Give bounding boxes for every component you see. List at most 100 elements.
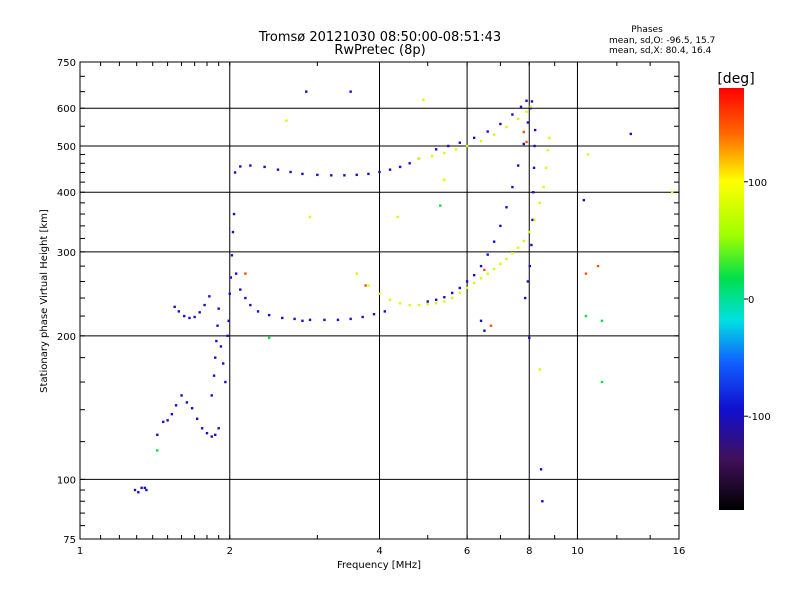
data-point [541,500,544,503]
data-point [210,435,213,438]
data-point [584,272,588,275]
data-point [145,488,148,492]
data-point [422,98,425,101]
data-point [185,401,189,404]
data-point [533,128,537,132]
data-point [472,273,476,277]
data-point [301,172,304,176]
colorbar-label: [deg] [717,71,754,87]
data-point [203,303,206,307]
data-point [212,374,216,377]
y-axis-label: Stationary phase Virtual Height [km] [39,209,50,393]
data-point [229,276,233,279]
x-tick-label: 8 [526,546,532,557]
data-point [492,267,496,271]
data-point [249,303,252,307]
data-point [364,284,367,287]
data-point [219,345,223,348]
data-point [143,486,147,490]
data-point [239,165,242,168]
data-point [276,168,280,171]
data-point [546,148,550,152]
data-point [355,173,358,177]
x-tick-label: 16 [673,546,686,557]
data-point [193,315,196,319]
data-point [308,318,312,322]
data-point [529,105,532,108]
data-point [600,380,604,384]
data-point [523,296,527,300]
data-point [244,296,247,300]
chart-title: Tromsø 20121030 08:50:00-08:51:43 [258,30,501,45]
data-point [210,394,213,397]
data-point [670,191,674,194]
data-point [249,164,252,167]
data-point [285,119,288,122]
data-point [200,427,204,430]
data-point [458,291,461,295]
data-point [372,312,376,316]
data-point [454,148,458,151]
data-point [486,253,489,256]
data-points [133,90,674,503]
data-point [408,303,411,307]
data-point [526,280,530,283]
data-point [629,132,632,136]
data-point [349,90,352,93]
data-point [584,314,588,318]
data-point [256,310,260,313]
data-point [367,284,370,287]
data-point [188,316,191,320]
data-point [492,133,496,136]
data-point [582,198,586,202]
data-point [378,292,381,295]
y-tick-label: 600 [57,104,76,115]
data-point [511,113,514,116]
data-point [538,201,541,205]
data-point [234,272,238,275]
data-point [600,319,604,323]
colorbar-ticks: 100 0 -100 [744,178,771,423]
data-point [479,277,483,280]
data-point [596,264,600,268]
data-point [244,272,247,275]
data-point [221,362,225,365]
data-point [450,291,454,295]
data-point [230,254,234,257]
stats-line-o: mean, sd,O: -96.5, 15.7 [609,36,715,46]
x-tick-label: 4 [376,546,382,557]
data-point [383,310,387,313]
data-point [215,339,218,343]
data-point [281,316,284,320]
y-tick-label: 300 [57,248,76,259]
y-tick-label: 100 [57,475,76,486]
data-point [156,433,159,437]
data-point [465,280,469,283]
data-point [388,168,392,171]
data-point [472,281,476,285]
data-point [532,191,535,194]
data-point [133,488,137,492]
data-point [408,162,411,165]
data-point [443,178,446,181]
data-point [525,110,528,113]
data-point [349,317,352,321]
data-point [531,218,534,222]
colorbar [719,88,744,510]
data-point [224,380,227,384]
data-point [505,125,508,129]
data-point [532,166,536,170]
data-point [443,151,446,155]
data-point [267,313,271,317]
data-point [367,172,370,176]
stats-line-x: mean, sd,X: 80.4, 16.4 [609,46,712,56]
y-tick-label: 750 [57,58,76,69]
data-point [530,243,533,247]
data-point [216,324,219,327]
data-point [516,164,520,167]
data-point [529,107,532,110]
data-point [499,224,502,228]
data-point [305,90,308,93]
data-point [398,165,402,169]
